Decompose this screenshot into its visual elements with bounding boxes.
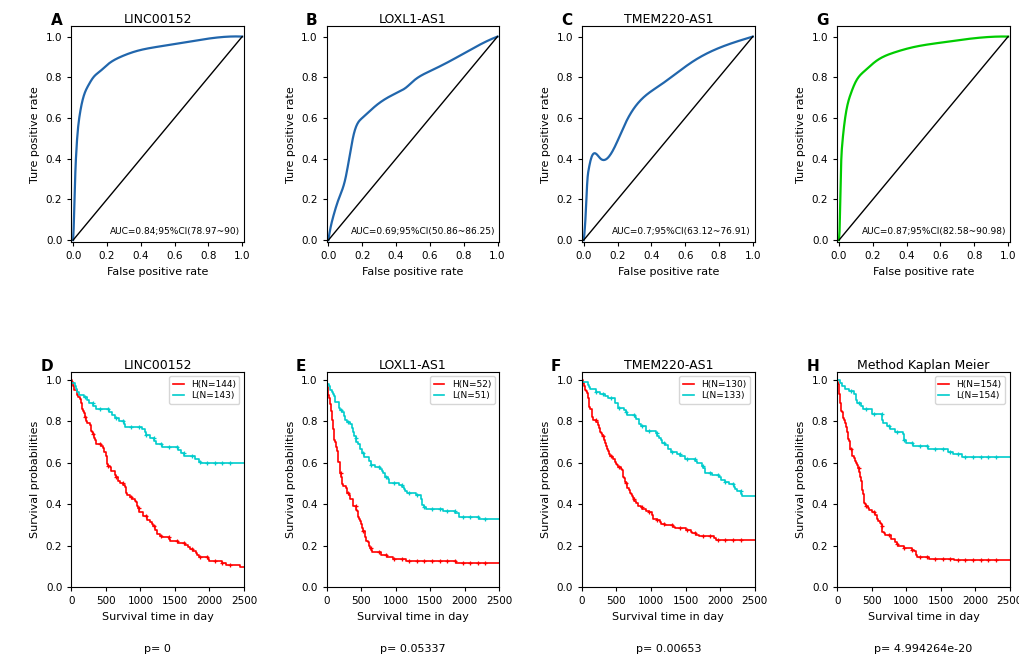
Legend: H(N=130), L(N=133): H(N=130), L(N=133)	[679, 376, 749, 404]
Text: AUC=0.69;95%CI(50.86~86.25): AUC=0.69;95%CI(50.86~86.25)	[351, 226, 495, 236]
Title: LINC00152: LINC00152	[123, 13, 192, 26]
X-axis label: Survival time in day: Survival time in day	[867, 612, 978, 622]
Title: TMEM220-AS1: TMEM220-AS1	[623, 13, 712, 26]
X-axis label: False positive rate: False positive rate	[362, 267, 464, 277]
Text: AUC=0.7;95%CI(63.12~76.91): AUC=0.7;95%CI(63.12~76.91)	[611, 226, 750, 236]
X-axis label: False positive rate: False positive rate	[616, 267, 718, 277]
Legend: H(N=52), L(N=51): H(N=52), L(N=51)	[430, 376, 494, 404]
Y-axis label: Ture positive rate: Ture positive rate	[540, 86, 550, 183]
Text: G: G	[816, 13, 828, 28]
Text: AUC=0.84;95%CI(78.97~90): AUC=0.84;95%CI(78.97~90)	[110, 226, 240, 236]
Text: B: B	[306, 13, 317, 28]
Y-axis label: Ture positive rate: Ture positive rate	[285, 86, 296, 183]
Legend: H(N=154), L(N=154): H(N=154), L(N=154)	[934, 376, 1005, 404]
Y-axis label: Ture positive rate: Ture positive rate	[796, 86, 805, 183]
Title: Method Kaplan Meier: Method Kaplan Meier	[857, 358, 988, 372]
Y-axis label: Survival probabilities: Survival probabilities	[540, 421, 550, 538]
Text: H: H	[805, 358, 818, 374]
Text: p= 0.05337: p= 0.05337	[380, 644, 445, 653]
X-axis label: Survival time in day: Survival time in day	[102, 612, 213, 622]
X-axis label: Survival time in day: Survival time in day	[611, 612, 723, 622]
X-axis label: False positive rate: False positive rate	[872, 267, 973, 277]
Text: p= 0.00653: p= 0.00653	[635, 644, 700, 653]
Title: LOXL1-AS1: LOXL1-AS1	[379, 358, 446, 372]
Title: LINC00152: LINC00152	[123, 358, 192, 372]
Text: D: D	[41, 358, 53, 374]
Y-axis label: Survival probabilities: Survival probabilities	[796, 421, 805, 538]
Text: E: E	[296, 358, 306, 374]
Title: LOXL1-AS1: LOXL1-AS1	[379, 13, 446, 26]
Legend: H(N=144), L(N=143): H(N=144), L(N=143)	[169, 376, 239, 404]
Text: F: F	[550, 358, 560, 374]
X-axis label: False positive rate: False positive rate	[107, 267, 208, 277]
Text: AUC=0.87;95%CI(82.58~90.98): AUC=0.87;95%CI(82.58~90.98)	[861, 226, 1006, 236]
Text: p= 4.994264e-20: p= 4.994264e-20	[873, 644, 972, 653]
Text: p= 0: p= 0	[144, 644, 171, 653]
Title: TMEM220-AS1: TMEM220-AS1	[623, 358, 712, 372]
Y-axis label: Ture positive rate: Ture positive rate	[31, 86, 41, 183]
Y-axis label: Survival probabilities: Survival probabilities	[31, 421, 41, 538]
X-axis label: Survival time in day: Survival time in day	[357, 612, 469, 622]
Y-axis label: Survival probabilities: Survival probabilities	[285, 421, 296, 538]
Text: A: A	[51, 13, 62, 28]
Text: C: C	[560, 13, 572, 28]
